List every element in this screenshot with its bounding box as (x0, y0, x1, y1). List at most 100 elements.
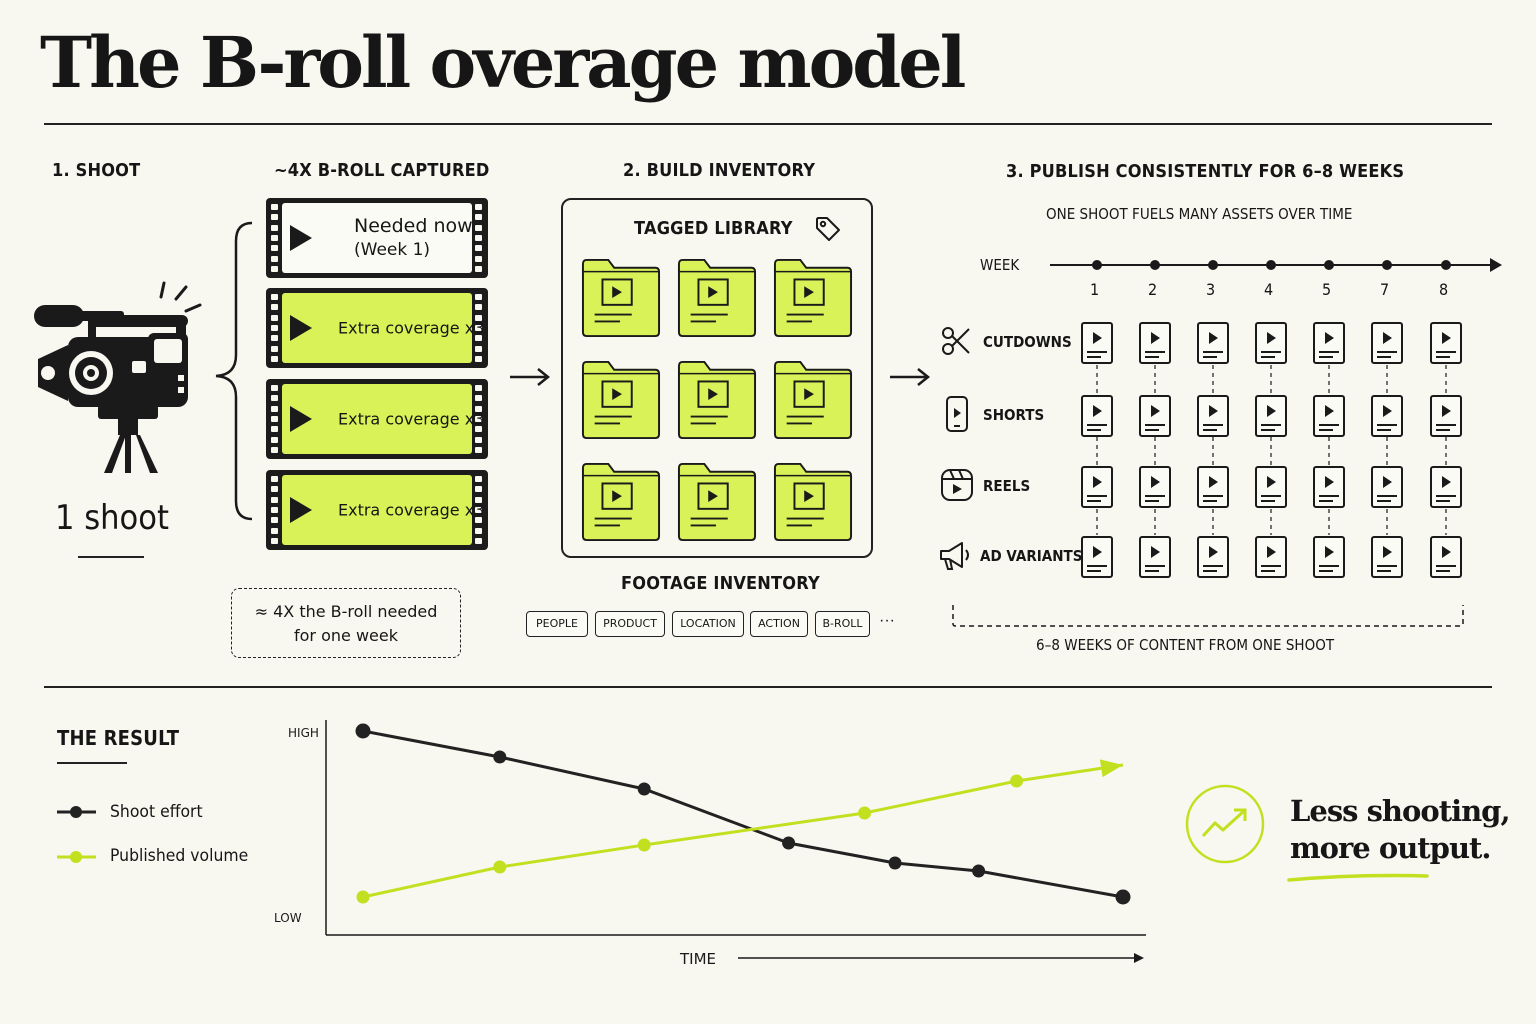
data-point (493, 750, 507, 764)
week-dot (1441, 260, 1451, 270)
asset-doc-icon (1255, 536, 1287, 578)
asset-doc-icon (1081, 536, 1113, 578)
tag-icon (816, 217, 840, 241)
film-clip-needed: Needed now (Week 1) (266, 198, 488, 278)
asset-doc-icon (1371, 395, 1403, 437)
play-icon (290, 315, 312, 341)
week-number: 5 (1322, 280, 1332, 299)
note-line-2: for one week (294, 626, 398, 645)
play-icon (290, 225, 312, 251)
asset-doc-icon (1255, 395, 1287, 437)
tag-people: PEOPLE (526, 611, 588, 637)
asset-doc-icon (1313, 536, 1345, 578)
library-title: TAGGED LIBRARY (634, 218, 793, 239)
x-label: TIME (679, 950, 716, 968)
clip-sublabel: (Week 1) (354, 240, 431, 260)
asset-doc-icon (1197, 466, 1229, 508)
folder-icon (581, 462, 661, 542)
data-point (1115, 889, 1131, 905)
asset-doc-icon (1430, 536, 1462, 578)
asset-doc-icon (1430, 322, 1462, 364)
camera-icon (34, 281, 202, 473)
asset-doc-icon (1139, 322, 1171, 364)
week-dots (1092, 260, 1451, 270)
data-point (888, 856, 902, 870)
bottom-divider (44, 686, 1492, 688)
scissors-icon (942, 327, 970, 355)
legend-swatch-volume (57, 851, 96, 863)
tag-action: ACTION (750, 611, 808, 637)
legend-swatch-effort (57, 806, 96, 818)
brace-icon (215, 221, 253, 521)
tagline-underline (1287, 873, 1429, 882)
time-arrow-head (1134, 953, 1144, 963)
week-dot (1266, 260, 1276, 270)
y-label-high: HIGH (288, 726, 319, 740)
tagline: Less shooting, more output. (1290, 793, 1511, 867)
week-number: 3 (1206, 280, 1216, 299)
data-point (1010, 774, 1024, 788)
page-title: The B-roll overage model (40, 21, 966, 104)
data-point (858, 806, 872, 820)
inventory-caption: FOOTAGE INVENTORY (621, 573, 820, 594)
captured-heading: ~4X B-ROLL CAPTURED (274, 160, 490, 181)
asset-doc-icon (1313, 395, 1345, 437)
week-number: 4 (1264, 280, 1274, 299)
asset-doc-icon (1313, 322, 1345, 364)
megaphone-icon (940, 542, 969, 570)
data-point (637, 838, 651, 852)
step3-subheading: ONE SHOOT FUELS MANY ASSETS OVER TIME (1046, 205, 1353, 223)
coverage-note: ≈ 4X the B-roll needed for one week (231, 588, 461, 658)
clip-label: Extra coverage x3 (338, 409, 485, 429)
week-label: WEEK (980, 256, 1020, 274)
tag-b-roll: B-ROLL (815, 611, 870, 637)
step3-heading: 3. PUBLISH CONSISTENTLY FOR 6–8 WEEKS (1006, 161, 1405, 182)
week-number: 7 (1380, 280, 1390, 299)
row-label-cutdowns: CUTDOWNS (983, 333, 1072, 351)
folder-icon (677, 258, 757, 338)
legend-label-effort: Shoot effort (110, 802, 203, 822)
asset-doc-icon (1313, 466, 1345, 508)
folder-icon (773, 258, 853, 338)
row-label-ad-variants: AD VARIANTS (980, 547, 1083, 565)
result-underline (57, 762, 127, 764)
asset-doc-icon (1371, 536, 1403, 578)
row-connectors (1096, 365, 1447, 535)
step2-heading: 2. BUILD INVENTORY (623, 160, 816, 181)
tag-product: PRODUCT (595, 611, 665, 637)
asset-doc-icon (1139, 536, 1171, 578)
asset-doc-icon (1255, 322, 1287, 364)
week-dot (1208, 260, 1218, 270)
week-dot (1150, 260, 1160, 270)
asset-doc-icon (1081, 466, 1113, 508)
film-clip-extra: Extra coverage x3 (266, 470, 488, 550)
y-label-low: LOW (274, 911, 302, 925)
asset-doc-icon (1197, 322, 1229, 364)
play-icon (290, 406, 312, 432)
asset-doc-icon (1197, 536, 1229, 578)
data-point (493, 860, 507, 874)
play-icon (290, 497, 312, 523)
arrow-right-icon (510, 368, 551, 386)
weeks-footer: 6–8 WEEKS OF CONTENT FROM ONE SHOOT (1036, 636, 1335, 654)
asset-doc-icon (1081, 322, 1113, 364)
asset-doc-icon (1430, 395, 1462, 437)
tagline-line-1: Less shooting, (1290, 794, 1511, 828)
asset-doc-icon (1139, 466, 1171, 508)
folder-icon (677, 462, 757, 542)
arrow-right-icon (890, 368, 931, 386)
week-dot (1092, 260, 1102, 270)
reels-icon (941, 469, 973, 501)
tag-location: LOCATION (672, 611, 744, 637)
tagged-library (561, 198, 873, 558)
data-point (637, 782, 651, 796)
asset-doc-icon (1255, 466, 1287, 508)
trend-up-icon (1185, 784, 1265, 864)
clip-label: Extra coverage x3 (338, 318, 485, 338)
asset-doc-icon (1197, 395, 1229, 437)
row-label-reels: REELS (983, 477, 1031, 495)
week-number: 8 (1439, 280, 1449, 299)
asset-doc-icon (1430, 466, 1462, 508)
film-clip-extra: Extra coverage x3 (266, 379, 488, 459)
weeks-bracket (952, 605, 1464, 627)
